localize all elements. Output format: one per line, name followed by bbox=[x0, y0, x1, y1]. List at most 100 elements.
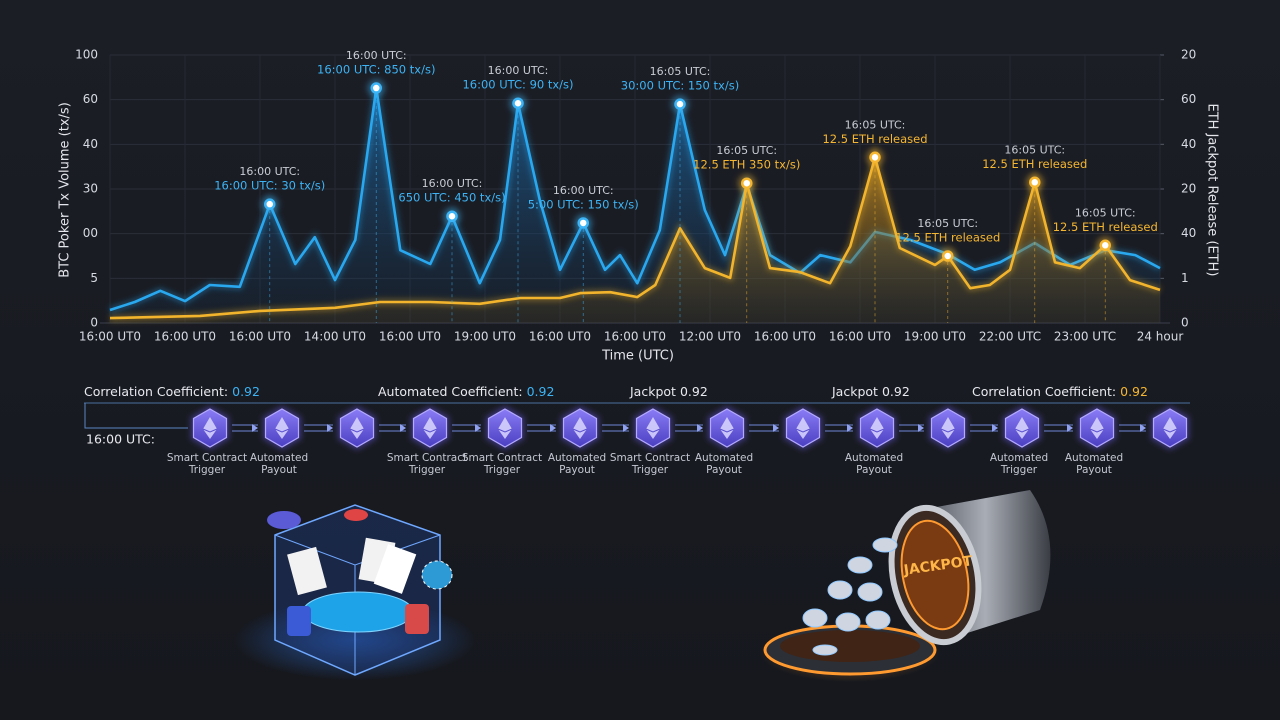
step-label: Payout bbox=[706, 464, 742, 476]
flow-arrow-head bbox=[475, 424, 481, 432]
x-tick-label: 16:00 UT0 bbox=[379, 330, 441, 344]
flow-arrow-head bbox=[327, 424, 333, 432]
step-label: Payout bbox=[1076, 464, 1112, 476]
step-eth-edge bbox=[497, 428, 513, 433]
step-eth bbox=[796, 417, 810, 439]
flow-header: Correlation Coefficient: 0.92 bbox=[972, 384, 1148, 399]
annotation-text: 16:00 UTC: 850 tx/s) bbox=[317, 63, 435, 77]
step-eth-edge bbox=[940, 428, 956, 433]
annotation-text: 12.5 ETH released bbox=[1053, 220, 1158, 234]
annotation-title: 16:05 UTC: bbox=[1075, 206, 1136, 219]
y-tick-label: 40 bbox=[83, 137, 98, 151]
annotation-title: 16:00 UTC: bbox=[346, 49, 407, 62]
flow-arrow-head bbox=[400, 424, 406, 432]
line bbox=[109, 156, 1161, 320]
annotation-title: 16:05 UTC: bbox=[650, 65, 711, 78]
step-label: Automated bbox=[250, 452, 308, 464]
x-tick-label: 16:00 UT0 bbox=[529, 330, 591, 344]
annotation-text: 5:00 UTC: 150 tx/s) bbox=[528, 197, 639, 211]
annotation-title: 16:05 UTC: bbox=[917, 217, 978, 230]
y2-axis-title: ETH Jackpot Release (ETH) bbox=[1205, 104, 1220, 277]
flow-header-value: 0.92 bbox=[527, 384, 555, 399]
step-eth bbox=[1090, 417, 1104, 439]
x-tick-label: 16:00 UT0 bbox=[229, 330, 291, 344]
step-label: Automated bbox=[695, 452, 753, 464]
annotation-text: 12.5 ETH 350 tx/s) bbox=[693, 158, 800, 172]
flow-header: Jackpot 0.92 bbox=[831, 384, 910, 399]
x-tick-label: 16:00 UT0 bbox=[604, 330, 666, 344]
step-eth bbox=[1015, 417, 1029, 439]
x-tick-label: 22:00 UTC bbox=[979, 330, 1041, 344]
flow-arrow-head bbox=[992, 424, 998, 432]
flow-header-label: Jackpot bbox=[629, 384, 676, 399]
step-eth bbox=[498, 417, 512, 439]
step-eth bbox=[350, 417, 364, 439]
annotation-marker bbox=[577, 217, 589, 229]
flow-header-value: 0.92 bbox=[882, 384, 910, 399]
flow-arrow-head bbox=[252, 424, 258, 432]
step-eth-edge bbox=[572, 428, 588, 433]
x-tick-label: 16:00 UT0 bbox=[754, 330, 816, 344]
area bbox=[110, 157, 1160, 323]
step-eth bbox=[573, 417, 587, 439]
annotation-marker bbox=[512, 97, 524, 109]
step-label: Smart Contract bbox=[610, 452, 690, 464]
step-eth-edge bbox=[274, 428, 290, 433]
y-tick-label: 100 bbox=[75, 48, 98, 62]
annotation-marker bbox=[741, 177, 753, 189]
y2-tick-label: 20 bbox=[1181, 182, 1196, 196]
x-axis-title: Time (UTC) bbox=[601, 349, 674, 364]
step-label: Trigger bbox=[631, 464, 669, 476]
flow-header-label: Correlation Coefficient: bbox=[84, 384, 228, 399]
annotation-text: 16:00 UTC: 30 tx/s) bbox=[214, 179, 325, 193]
step-eth-edge bbox=[202, 428, 218, 433]
step-eth bbox=[423, 417, 437, 439]
step-label: Automated bbox=[845, 452, 903, 464]
flow-arrow-head bbox=[847, 424, 853, 432]
step-eth-edge bbox=[719, 428, 735, 433]
step-label: Automated bbox=[548, 452, 606, 464]
annotation-marker bbox=[446, 210, 458, 222]
step-eth bbox=[1163, 417, 1177, 439]
step-label: Payout bbox=[856, 464, 892, 476]
x-tick-label: 16:00 UT0 bbox=[79, 330, 141, 344]
step-eth bbox=[941, 417, 955, 439]
step-label: Automated bbox=[1065, 452, 1123, 464]
flow-bracket bbox=[84, 403, 188, 429]
annotation-marker bbox=[869, 151, 881, 164]
y2-tick-label: 20 bbox=[1181, 48, 1196, 62]
annotation-text: 12.5 ETH released bbox=[895, 231, 1000, 245]
x-tick-label: 19:00 UT0 bbox=[454, 330, 516, 344]
x-tick-label: 16:00 UT0 bbox=[829, 330, 891, 344]
flow-arrow-head bbox=[697, 424, 703, 432]
x-tick-label: 24 hour bbox=[1137, 330, 1184, 344]
annotation-marker bbox=[942, 250, 954, 262]
step-eth-edge bbox=[1089, 428, 1105, 433]
annotation-marker bbox=[674, 98, 686, 110]
annotation-marker bbox=[370, 82, 382, 94]
annotation-title: 16:05 UTC: bbox=[845, 118, 906, 131]
flow-header-value: 0.92 bbox=[1120, 384, 1148, 399]
x-tick-label: 19:00 UT0 bbox=[904, 330, 966, 344]
step-label: Smart Contract bbox=[167, 452, 247, 464]
y-tick-label: 60 bbox=[83, 92, 98, 106]
y2-tick-label: 1 bbox=[1181, 271, 1189, 285]
flow-header-value: 0.92 bbox=[232, 384, 260, 399]
step-eth bbox=[646, 417, 660, 439]
step-eth-edge bbox=[1014, 428, 1030, 433]
flow-arrow-head bbox=[550, 424, 556, 432]
flow-arrow-head bbox=[918, 424, 924, 432]
flow-arrow-head bbox=[1067, 424, 1073, 432]
annotation-text: 650 UTC: 450 tx/s) bbox=[398, 191, 505, 205]
step-label: Payout bbox=[261, 464, 297, 476]
y2-tick-label: 40 bbox=[1181, 226, 1196, 240]
step-label: Automated bbox=[990, 452, 1048, 464]
x-tick-label: 23:00 UTC bbox=[1054, 330, 1116, 344]
step-eth-edge bbox=[869, 428, 885, 433]
step-eth-edge bbox=[422, 428, 438, 433]
step-eth bbox=[203, 417, 217, 439]
annotation-title: 16:00 UTC: bbox=[553, 184, 614, 197]
step-eth-edge bbox=[795, 428, 811, 433]
